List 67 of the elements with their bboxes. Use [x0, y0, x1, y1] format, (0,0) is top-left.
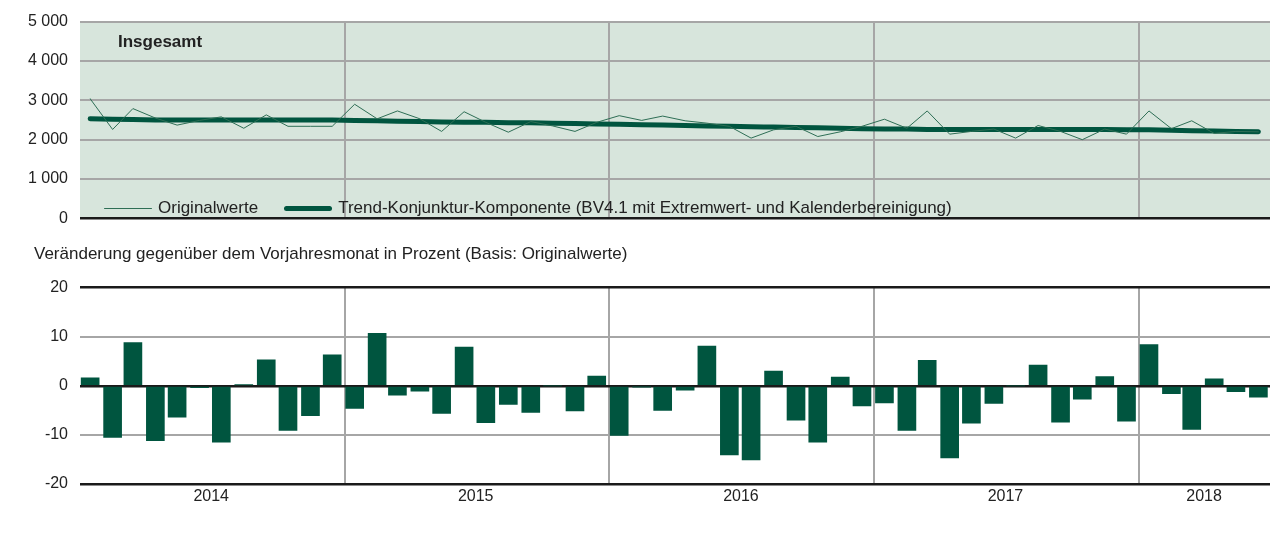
- bar: [322, 354, 342, 385]
- bar: [962, 386, 981, 424]
- bar: [1204, 378, 1224, 385]
- bar: [609, 386, 629, 436]
- bar: [984, 386, 1004, 404]
- y-tick-label: 2 000: [27, 130, 69, 148]
- x-tick-label: 2016: [723, 487, 759, 505]
- bar: [940, 386, 959, 459]
- bar: [875, 386, 894, 404]
- y-tick-label: 0: [59, 376, 69, 394]
- bar: [80, 377, 100, 385]
- bar: [786, 386, 806, 421]
- chart-title: Veränderung gegenüber dem Vorjahresmonat in Prozent (Basis: Originalwerte): [34, 244, 628, 264]
- x-tick-label: 2017: [987, 487, 1024, 505]
- bar: [146, 386, 165, 442]
- bar: [367, 332, 387, 385]
- bar: [741, 386, 761, 461]
- bar: [432, 386, 451, 414]
- bar: [830, 376, 850, 385]
- bar: [498, 386, 518, 405]
- bar: [278, 386, 298, 431]
- bar: [917, 359, 937, 385]
- bar: [410, 386, 430, 392]
- bar: [388, 386, 407, 396]
- bar: [808, 386, 828, 443]
- x-tick-label: 2018: [1186, 487, 1222, 505]
- bar: [103, 386, 122, 438]
- bar: [211, 386, 231, 443]
- bar: [1095, 376, 1115, 385]
- x-tick-label: 2014: [193, 487, 230, 505]
- bar: [1051, 386, 1070, 423]
- bar: [897, 386, 917, 431]
- bar: [476, 386, 496, 423]
- bar: [852, 386, 872, 407]
- y-tick-label: -10: [44, 425, 69, 443]
- x-tick-label: 2015: [457, 487, 494, 505]
- y-tick-label: 10: [50, 327, 69, 345]
- y-tick-label: -20: [44, 474, 69, 492]
- legend-label: Originalwerte: [158, 198, 259, 218]
- bar: [123, 342, 143, 385]
- y-tick-label: 5 000: [27, 12, 69, 30]
- text: Insgesamt: [118, 32, 203, 52]
- bar: [720, 386, 739, 456]
- bar: [301, 386, 320, 417]
- y-tick-label: 1 000: [27, 169, 69, 187]
- bar: [1139, 344, 1159, 385]
- bar: [1117, 386, 1136, 422]
- legend-label: Trend-Konjunktur-Komponente (BV4.1 mit Extremwert- und Kalenderbereinigung): [338, 198, 952, 218]
- bar: [764, 370, 783, 385]
- bar: [653, 386, 673, 411]
- y-tick-label: 4 000: [27, 51, 69, 69]
- y-tick-label: 3 000: [27, 90, 69, 108]
- bar: [345, 386, 364, 409]
- bar: [565, 386, 585, 412]
- bar: [256, 359, 276, 385]
- bar: [697, 345, 717, 385]
- bar: [1226, 386, 1246, 393]
- bar: [675, 386, 695, 391]
- y-tick-label: 0: [59, 208, 69, 226]
- bar: [1028, 364, 1048, 385]
- bar: [1249, 386, 1268, 398]
- bar: [167, 386, 187, 418]
- bar: [454, 346, 474, 385]
- bar: [587, 375, 607, 385]
- y-tick-label: 20: [50, 278, 69, 296]
- bar: [1072, 386, 1092, 400]
- bar: [521, 386, 541, 413]
